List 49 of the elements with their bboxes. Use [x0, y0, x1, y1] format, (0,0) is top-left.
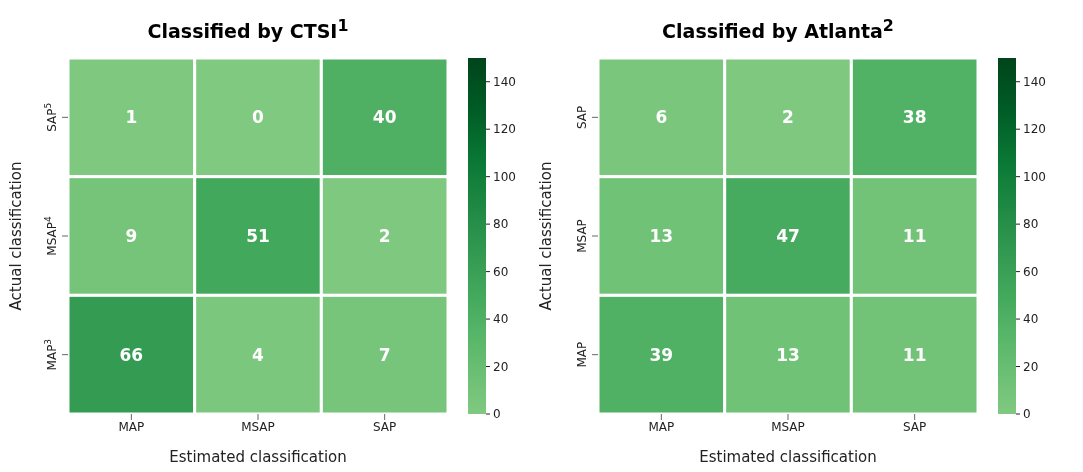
- data-label: 11: [902, 344, 927, 365]
- x-tick-label: SAP: [903, 419, 927, 434]
- color-bar-label: 100: [493, 169, 516, 184]
- x-axis-title: Estimated classification: [699, 448, 877, 466]
- color-bar-label: 60: [493, 264, 509, 279]
- color-bar-label: 40: [1023, 312, 1039, 327]
- data-label: 1: [125, 107, 138, 128]
- data-label: 2: [378, 225, 391, 246]
- color-bar-label: 20: [493, 359, 509, 374]
- color-bar-label: 140: [1023, 74, 1046, 89]
- color-bar-label: 140: [493, 74, 516, 89]
- data-label: 66: [119, 344, 144, 365]
- x-axis-title: Estimated classification: [169, 448, 347, 466]
- chart-title: Classified by Atlanta$^{2}$: [661, 16, 895, 43]
- y-axis-title: Actual classification: [7, 161, 26, 311]
- color-bar-label: 80: [1023, 217, 1039, 232]
- y-axis-title: Actual classification: [537, 161, 556, 311]
- y-tick-label: SAP: [575, 105, 589, 129]
- data-label: 40: [372, 107, 397, 128]
- data-label: 47: [776, 225, 800, 246]
- x-tick-label: MAP: [648, 419, 675, 434]
- y-tick-label: MSAP: [575, 219, 589, 253]
- data-label: 11: [902, 225, 927, 246]
- data-label: 6: [655, 107, 668, 128]
- y-tick-label: MAP: [575, 341, 589, 368]
- x-tick-label: MSAP: [771, 419, 805, 434]
- x-tick-label: MAP: [118, 419, 145, 434]
- data-label: 7: [378, 344, 391, 365]
- data-label: 2: [782, 107, 794, 128]
- data-label: 9: [125, 225, 138, 246]
- color-bar-label: 0: [493, 407, 501, 422]
- color-bar-label: 0: [1023, 407, 1031, 422]
- data-label: 13: [776, 344, 800, 365]
- data-label: 0: [252, 107, 265, 128]
- color-bar-label: 60: [1023, 264, 1039, 279]
- color-bar-label: 100: [1023, 169, 1046, 184]
- data-label: 39: [649, 344, 674, 365]
- data-label: 38: [902, 107, 927, 128]
- x-tick-label: MSAP: [241, 419, 275, 434]
- color-bar-label: 120: [1023, 122, 1046, 137]
- color-bar-label: 80: [493, 217, 509, 232]
- color-bar-label: 120: [493, 122, 516, 137]
- data-label: 4: [252, 344, 265, 365]
- chart-title: Classified by CTSI$^{1}$: [146, 16, 350, 43]
- color-bar-label: 40: [493, 312, 509, 327]
- data-label: 51: [246, 225, 270, 246]
- data-label: 13: [649, 225, 674, 246]
- color-bar-label: 20: [1023, 359, 1039, 374]
- x-tick-label: SAP: [373, 419, 397, 434]
